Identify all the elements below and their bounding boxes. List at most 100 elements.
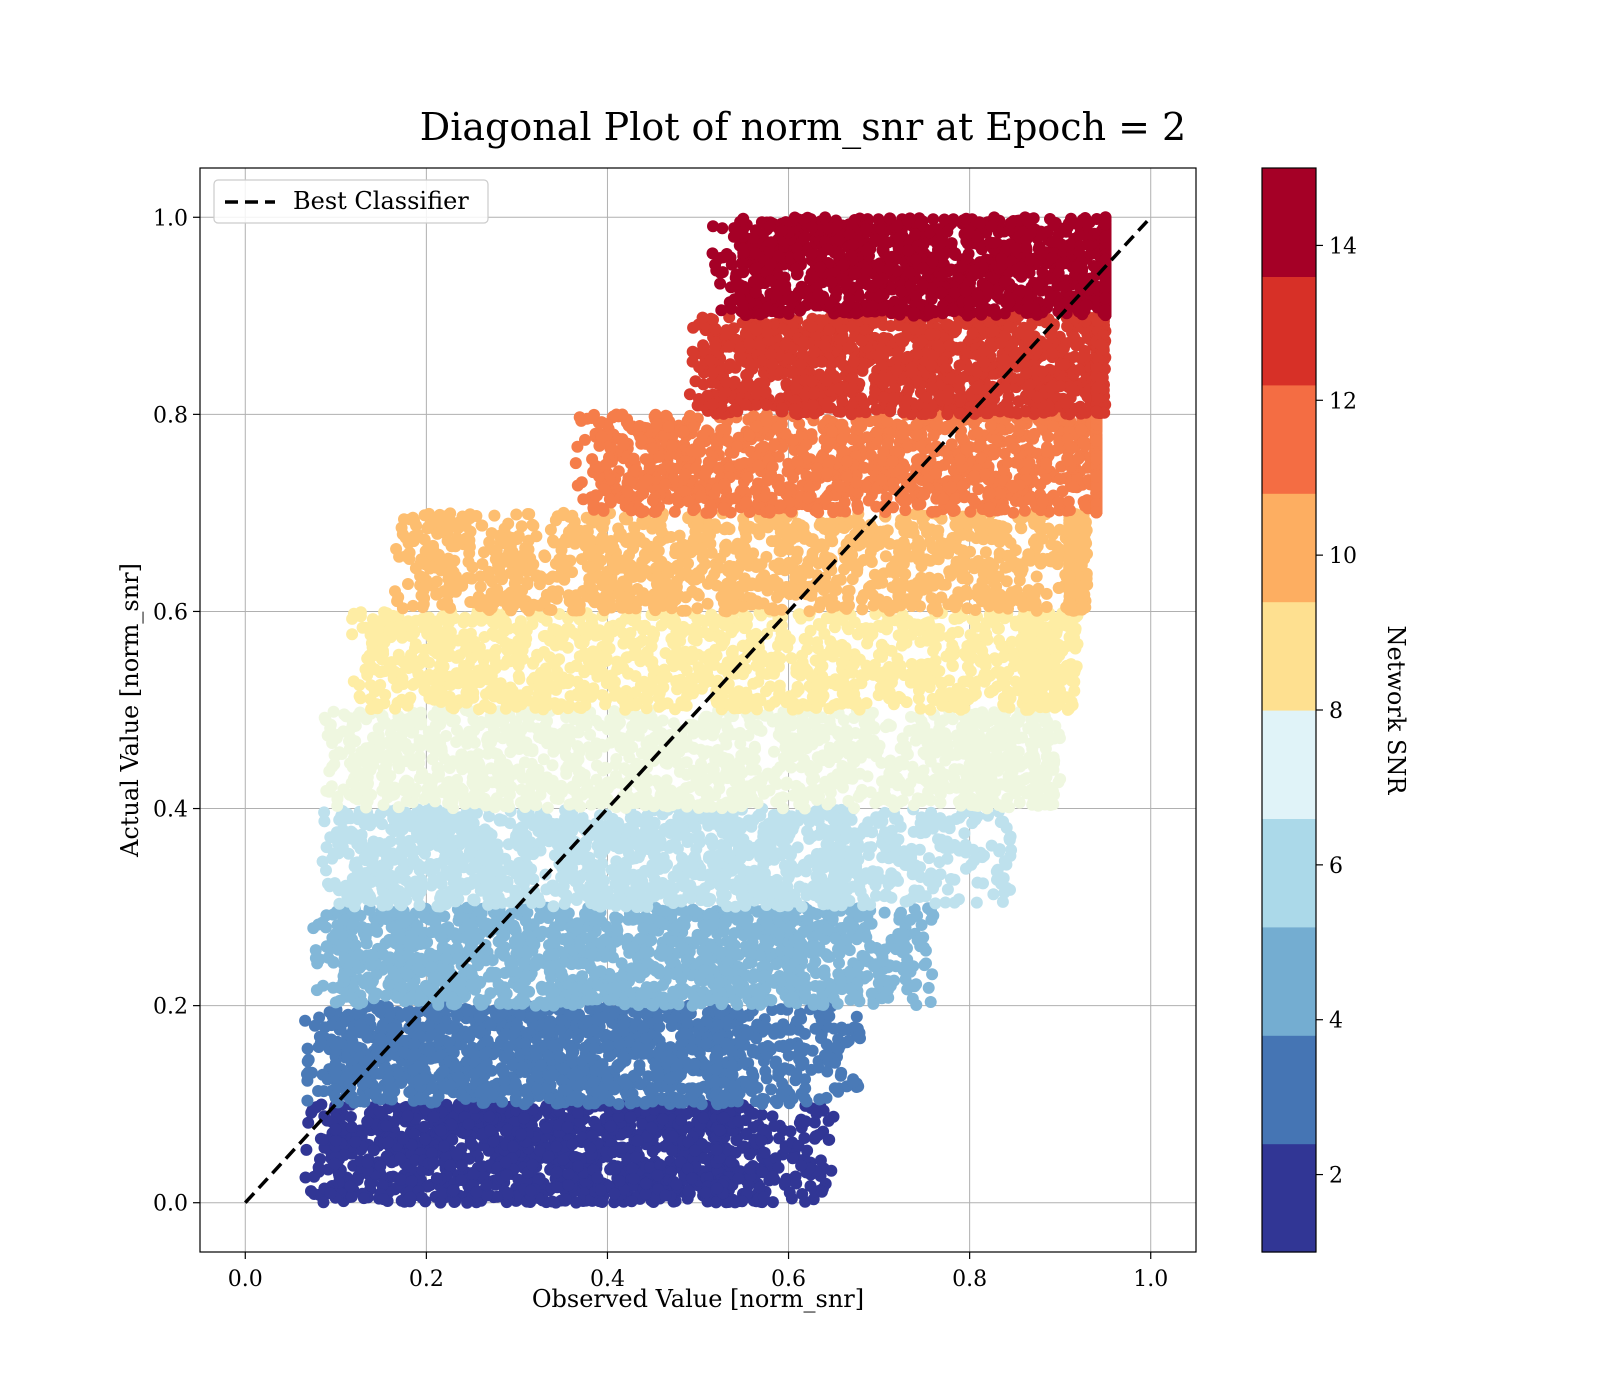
scatter-point xyxy=(317,1196,330,1209)
scatter-point xyxy=(634,932,646,945)
scatter-point xyxy=(447,1022,460,1035)
scatter-point xyxy=(733,984,746,997)
scatter-point xyxy=(812,1061,825,1074)
scatter-point xyxy=(699,1186,712,1199)
scatter-point xyxy=(676,1082,688,1095)
scatter-point xyxy=(467,1168,480,1181)
scatter-point xyxy=(659,822,671,835)
scatter-point xyxy=(510,1095,523,1108)
scatter-point xyxy=(566,1068,579,1081)
scatter-point xyxy=(600,920,613,933)
scatter-point xyxy=(799,1115,812,1128)
scatter-point xyxy=(627,1069,640,1082)
scatter-point xyxy=(835,1021,848,1034)
scatter-point xyxy=(542,912,555,924)
scatter-point xyxy=(352,997,365,1010)
scatter-point xyxy=(645,1121,658,1134)
scatter-point xyxy=(312,1161,325,1174)
scatter-point xyxy=(626,1162,639,1175)
scatter-point xyxy=(815,1185,828,1198)
scatter-point xyxy=(429,914,442,927)
scatter-point xyxy=(547,900,560,913)
scatter-point xyxy=(512,932,525,945)
scatter-point xyxy=(529,959,542,972)
scatter-point xyxy=(379,989,392,1002)
scatter-point xyxy=(300,1143,313,1156)
scatter-point xyxy=(316,1133,329,1146)
scatter-point xyxy=(713,977,726,989)
scatter-point xyxy=(625,1096,638,1109)
scatter-point xyxy=(565,1094,578,1106)
scatter-point xyxy=(428,863,441,875)
scatter-point xyxy=(742,814,755,827)
scatter-point xyxy=(427,1156,440,1169)
scatter-point xyxy=(786,991,799,1003)
scatter-point xyxy=(418,1072,431,1085)
scatter-point xyxy=(382,1073,395,1086)
scatter-point xyxy=(690,934,703,947)
scatter-point xyxy=(481,1034,494,1047)
scatter-point xyxy=(401,1109,414,1122)
scatter-point xyxy=(459,1092,472,1105)
scatter-point xyxy=(395,1076,408,1089)
scatter-point xyxy=(888,974,900,987)
scatter-point xyxy=(327,956,340,969)
scatter-point xyxy=(502,1187,514,1200)
scatter-point xyxy=(382,1136,395,1149)
scatter-point xyxy=(878,943,891,956)
scatter-point xyxy=(401,968,414,981)
scatter-point xyxy=(646,1095,659,1108)
scatter-point xyxy=(415,952,428,965)
scatter-point xyxy=(666,1144,678,1157)
scatter-point xyxy=(674,986,687,999)
scatter-point xyxy=(618,979,631,992)
scatter-point xyxy=(759,1065,772,1078)
scatter-point xyxy=(591,1171,604,1184)
scatter-point xyxy=(609,911,622,924)
scatter-point xyxy=(557,909,570,921)
scatter-point xyxy=(794,937,806,950)
scatter-point xyxy=(784,1023,797,1036)
scatter-point xyxy=(656,1113,669,1126)
scatter-point xyxy=(380,1119,393,1132)
scatter-point xyxy=(571,1107,584,1119)
scatter-point xyxy=(669,921,682,934)
scatter-point xyxy=(382,978,395,991)
scatter-point xyxy=(404,1191,417,1204)
scatter-point xyxy=(633,1059,646,1072)
scatter-point xyxy=(609,1163,621,1175)
scatter-point xyxy=(837,921,850,934)
scatter-point xyxy=(785,1192,798,1205)
scatter-point xyxy=(810,967,822,980)
scatter-point xyxy=(904,913,917,926)
scatter-point xyxy=(689,1144,701,1157)
scatter-point xyxy=(672,998,685,1011)
scatter-point xyxy=(809,955,822,968)
scatter-point xyxy=(822,1114,835,1127)
scatter-point xyxy=(872,977,885,990)
scatter-point xyxy=(576,1055,589,1067)
scatter-point xyxy=(487,1135,500,1148)
scatter-point xyxy=(869,958,882,971)
scatter-point xyxy=(473,1025,486,1038)
scatter-point xyxy=(509,1077,522,1090)
scatter-point xyxy=(406,978,419,991)
scatter-point xyxy=(765,994,778,1007)
scatter-point xyxy=(461,1196,474,1209)
scatter-point xyxy=(627,1172,640,1185)
scatter-point xyxy=(834,973,847,986)
scatter-point xyxy=(799,1082,812,1095)
scatter-point xyxy=(717,1111,730,1124)
scatter-point xyxy=(790,1067,803,1080)
scatter-point xyxy=(718,1076,731,1089)
scatter-point xyxy=(427,972,440,984)
scatter-point xyxy=(337,970,350,983)
scatter-point xyxy=(423,1045,436,1058)
scatter-point xyxy=(449,1060,462,1073)
scatter-point xyxy=(739,940,752,953)
scatter-point xyxy=(359,931,372,944)
scatter-point xyxy=(571,917,584,930)
scatter-point xyxy=(486,1087,499,1100)
scatter-point xyxy=(641,957,654,969)
scatter-point xyxy=(652,1012,665,1024)
